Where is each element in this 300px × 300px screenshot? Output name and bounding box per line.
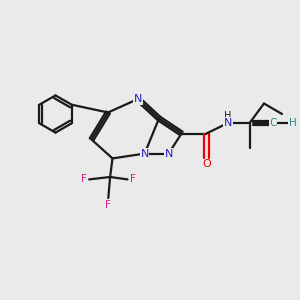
Text: N: N: [140, 148, 149, 159]
Text: N: N: [224, 118, 232, 128]
Text: N: N: [134, 94, 142, 104]
Text: H: H: [224, 111, 232, 121]
Text: F: F: [81, 174, 87, 184]
Text: O: O: [202, 159, 211, 170]
Text: F: F: [105, 200, 111, 210]
Text: N: N: [164, 148, 173, 159]
Text: F: F: [130, 174, 136, 184]
Text: H: H: [289, 118, 296, 128]
Text: C: C: [269, 118, 277, 128]
